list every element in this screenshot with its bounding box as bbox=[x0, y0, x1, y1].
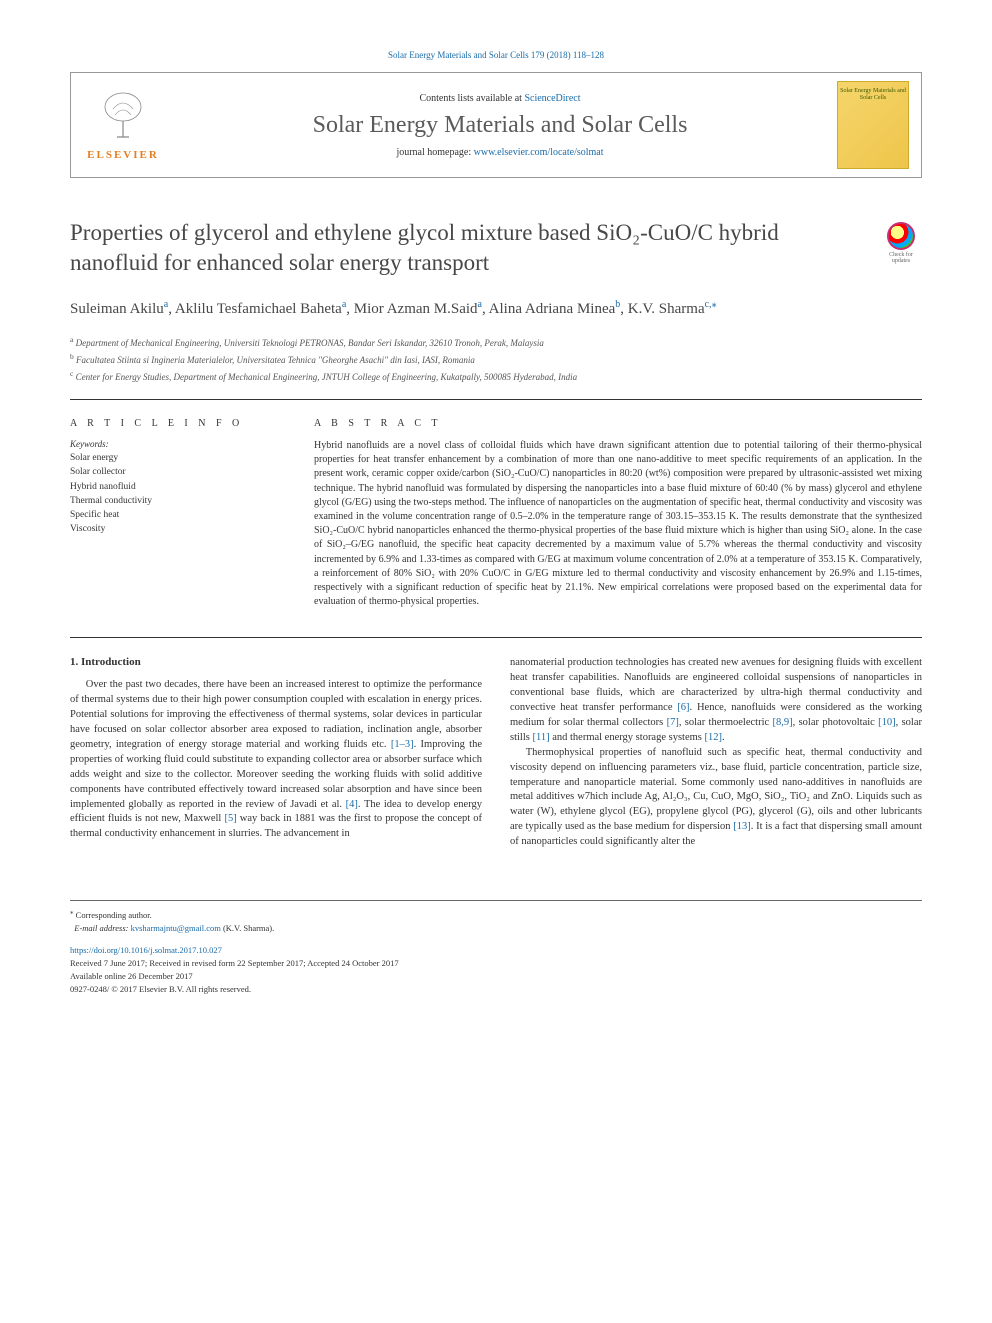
abstract: A B S T R A C T Hybrid nanofluids are a … bbox=[314, 418, 922, 609]
journal-cover-thumb: Solar Energy Materials and Solar Cells bbox=[837, 81, 909, 169]
sciencedirect-link[interactable]: ScienceDirect bbox=[524, 93, 580, 104]
header-center: Contents lists available at ScienceDirec… bbox=[163, 93, 837, 158]
elsevier-tree-icon bbox=[83, 89, 163, 147]
article-info-label: A R T I C L E I N F O bbox=[70, 418, 270, 429]
keyword: Solar energy bbox=[70, 451, 270, 465]
crossmark-badge[interactable]: Check for updates bbox=[880, 218, 922, 268]
author-list: Suleiman Akilua, Aklilu Tesfamichael Bah… bbox=[70, 297, 922, 321]
journal-header: ELSEVIER Contents lists available at Sci… bbox=[70, 72, 922, 178]
elsevier-logo: ELSEVIER bbox=[83, 89, 163, 161]
keywords-heading: Keywords: bbox=[70, 439, 270, 449]
info-abstract-row: A R T I C L E I N F O Keywords: Solar en… bbox=[70, 418, 922, 609]
keyword: Hybrid nanofluid bbox=[70, 480, 270, 494]
available-line: Available online 26 December 2017 bbox=[70, 970, 922, 983]
divider bbox=[70, 399, 922, 400]
body-columns: 1. Introduction Over the past two decade… bbox=[70, 656, 922, 850]
abstract-label: A B S T R A C T bbox=[314, 418, 922, 429]
footer: ⁎ Corresponding author. E-mail address: … bbox=[70, 900, 922, 995]
keyword: Thermal conductivity bbox=[70, 494, 270, 508]
homepage-link[interactable]: www.elsevier.com/locate/solmat bbox=[474, 147, 604, 158]
corresponding-mark: ⁎ bbox=[712, 299, 717, 310]
contents-prefix: Contents lists available at bbox=[419, 93, 524, 104]
divider bbox=[70, 637, 922, 638]
intro-text-col1: Over the past two decades, there have be… bbox=[70, 678, 482, 842]
contents-line: Contents lists available at ScienceDirec… bbox=[163, 93, 837, 104]
journal-homepage-line: journal homepage: www.elsevier.com/locat… bbox=[163, 147, 837, 158]
elsevier-wordmark: ELSEVIER bbox=[83, 149, 163, 161]
intro-heading: 1. Introduction bbox=[70, 656, 482, 668]
affiliation-line: a Department of Mechanical Engineering, … bbox=[70, 334, 922, 351]
crossmark-label: Check for updates bbox=[880, 252, 922, 264]
keyword: Viscosity bbox=[70, 522, 270, 536]
authors-text: Suleiman Akilua, Aklilu Tesfamichael Bah… bbox=[70, 301, 712, 317]
email-line: E-mail address: kvsharmajntu@gmail.com (… bbox=[70, 922, 922, 935]
affiliations: a Department of Mechanical Engineering, … bbox=[70, 334, 922, 385]
article-title: Properties of glycerol and ethylene glyc… bbox=[70, 218, 864, 279]
abstract-text: Hybrid nanofluids are a novel class of c… bbox=[314, 439, 922, 609]
journal-name: Solar Energy Materials and Solar Cells bbox=[163, 112, 837, 139]
keyword: Specific heat bbox=[70, 508, 270, 522]
article-info: A R T I C L E I N F O Keywords: Solar en… bbox=[70, 418, 270, 609]
affiliation-line: c Center for Energy Studies, Department … bbox=[70, 368, 922, 385]
corresponding-note: ⁎ Corresponding author. bbox=[70, 907, 922, 922]
keywords-list: Solar energySolar collectorHybrid nanofl… bbox=[70, 451, 270, 537]
running-head-link[interactable]: Solar Energy Materials and Solar Cells 1… bbox=[70, 50, 922, 60]
doi-line[interactable]: https://doi.org/10.1016/j.solmat.2017.10… bbox=[70, 944, 922, 957]
affiliation-line: b Facultatea Stiinta si Ingineria Materi… bbox=[70, 351, 922, 368]
history-line: Received 7 June 2017; Received in revise… bbox=[70, 957, 922, 970]
keyword: Solar collector bbox=[70, 465, 270, 479]
column-right: nanomaterial production technologies has… bbox=[510, 656, 922, 850]
email-link[interactable]: kvsharmajntu@gmail.com bbox=[131, 923, 221, 933]
crossmark-icon bbox=[887, 222, 915, 250]
intro-text-col2: nanomaterial production technologies has… bbox=[510, 656, 922, 850]
homepage-prefix: journal homepage: bbox=[396, 147, 473, 158]
column-left: 1. Introduction Over the past two decade… bbox=[70, 656, 482, 850]
copyright-line: 0927-0248/ © 2017 Elsevier B.V. All righ… bbox=[70, 983, 922, 996]
